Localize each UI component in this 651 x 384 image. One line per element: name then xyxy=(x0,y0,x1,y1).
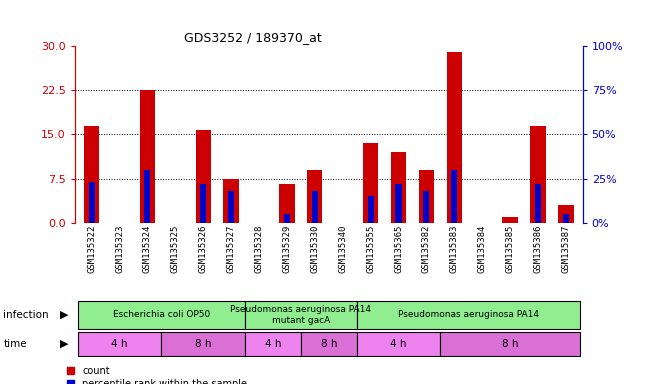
Bar xyxy=(245,331,301,356)
Bar xyxy=(535,184,541,223)
Text: GSM135325: GSM135325 xyxy=(171,224,180,273)
Bar xyxy=(419,170,434,223)
Bar xyxy=(357,331,440,356)
Text: GSM135384: GSM135384 xyxy=(478,224,487,273)
Text: GSM135323: GSM135323 xyxy=(115,224,124,273)
Text: 4 h: 4 h xyxy=(265,339,281,349)
Bar xyxy=(89,182,94,223)
Bar xyxy=(145,170,150,223)
Text: GSM135330: GSM135330 xyxy=(311,224,319,273)
Text: ▶: ▶ xyxy=(60,339,68,349)
Text: Pseudomonas aeruginosa PA14: Pseudomonas aeruginosa PA14 xyxy=(398,310,539,319)
Text: GSM135355: GSM135355 xyxy=(366,224,375,273)
Legend: count, percentile rank within the sample: count, percentile rank within the sample xyxy=(66,366,247,384)
Bar xyxy=(395,184,402,223)
Bar xyxy=(363,143,378,223)
Bar xyxy=(279,184,294,223)
Bar xyxy=(195,130,211,223)
Text: Pseudomonas aeruginosa PA14
mutant gacA: Pseudomonas aeruginosa PA14 mutant gacA xyxy=(230,305,371,324)
Bar xyxy=(312,191,318,223)
Text: GSM135385: GSM135385 xyxy=(506,224,514,273)
Bar xyxy=(423,191,430,223)
Bar xyxy=(84,126,99,223)
Bar xyxy=(558,205,574,223)
Text: GDS3252 / 189370_at: GDS3252 / 189370_at xyxy=(184,31,322,44)
Text: GSM135365: GSM135365 xyxy=(394,224,403,273)
Bar xyxy=(503,217,518,223)
Bar xyxy=(140,90,155,223)
Text: GSM135328: GSM135328 xyxy=(255,224,264,273)
Text: 4 h: 4 h xyxy=(111,339,128,349)
Bar xyxy=(391,152,406,223)
Bar xyxy=(368,196,374,223)
Bar xyxy=(161,331,245,356)
Text: GSM135382: GSM135382 xyxy=(422,224,431,273)
Text: 8 h: 8 h xyxy=(320,339,337,349)
Text: time: time xyxy=(3,339,27,349)
Text: GSM135340: GSM135340 xyxy=(339,224,347,273)
Text: GSM135386: GSM135386 xyxy=(534,224,542,273)
Text: GSM135324: GSM135324 xyxy=(143,224,152,273)
Text: GSM135387: GSM135387 xyxy=(561,224,570,273)
Text: 4 h: 4 h xyxy=(390,339,407,349)
Bar xyxy=(531,126,546,223)
Bar xyxy=(563,214,569,223)
Bar xyxy=(284,214,290,223)
Text: Escherichia coli OP50: Escherichia coli OP50 xyxy=(113,310,210,319)
Bar xyxy=(301,331,357,356)
Bar xyxy=(440,331,580,356)
Bar xyxy=(228,191,234,223)
Text: infection: infection xyxy=(3,310,49,320)
Text: GSM135329: GSM135329 xyxy=(283,224,292,273)
Text: 8 h: 8 h xyxy=(195,339,212,349)
Bar xyxy=(447,52,462,223)
Text: ▶: ▶ xyxy=(60,310,68,320)
Text: GSM135326: GSM135326 xyxy=(199,224,208,273)
Bar xyxy=(245,301,357,329)
Text: GSM135327: GSM135327 xyxy=(227,224,236,273)
Text: GSM135322: GSM135322 xyxy=(87,224,96,273)
Bar xyxy=(451,170,458,223)
Text: 8 h: 8 h xyxy=(502,339,518,349)
Text: GSM135383: GSM135383 xyxy=(450,224,459,273)
Bar xyxy=(357,301,580,329)
Bar xyxy=(200,184,206,223)
Bar xyxy=(223,179,239,223)
Bar xyxy=(77,331,161,356)
Bar xyxy=(307,170,322,223)
Bar xyxy=(77,301,245,329)
